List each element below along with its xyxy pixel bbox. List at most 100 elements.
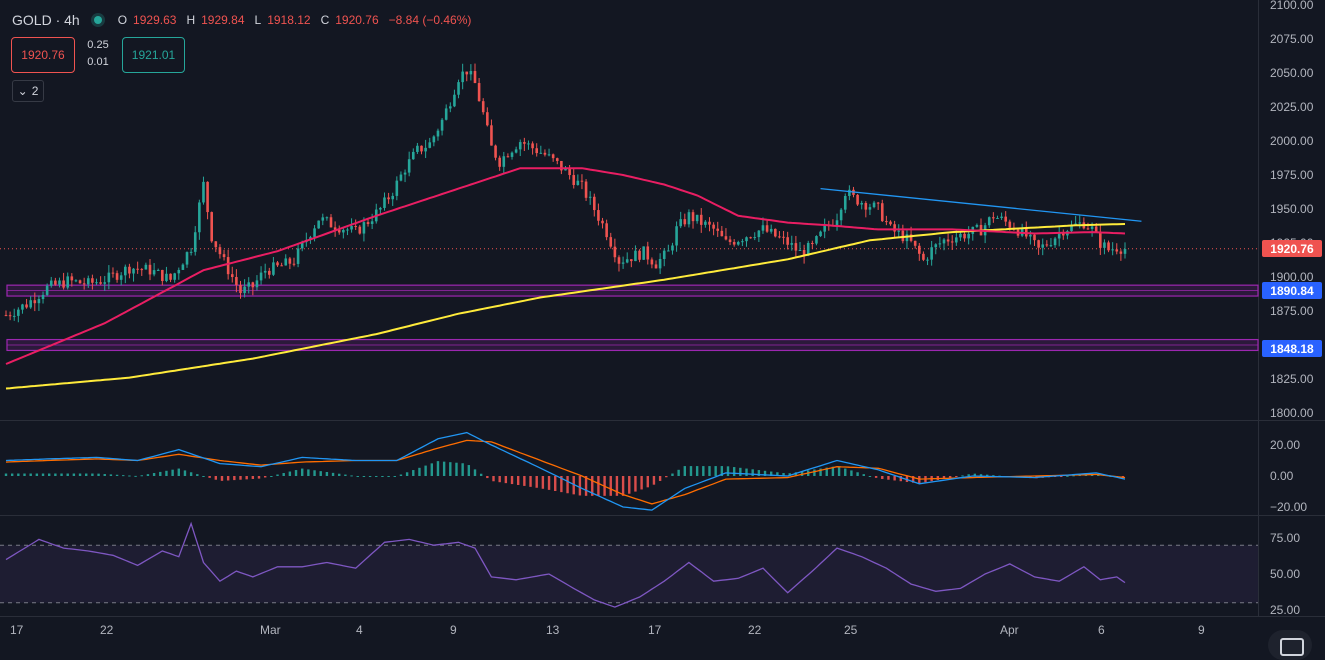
macd-histogram-bar: [634, 476, 637, 492]
macd-histogram-bar: [640, 476, 643, 490]
macd-histogram-bar: [449, 462, 452, 476]
price-tick-label: 1800.00: [1270, 406, 1314, 420]
candle-body: [1020, 227, 1024, 236]
candle-body: [263, 270, 267, 273]
macd-histogram-bar: [535, 476, 538, 488]
candle-body: [119, 275, 123, 280]
candle: [263, 263, 267, 279]
macd-histogram-bar: [177, 468, 180, 476]
candle: [136, 261, 139, 274]
chevron-down-icon: ⌄: [17, 84, 28, 98]
candle: [41, 291, 45, 304]
candle: [568, 165, 571, 180]
candle-body: [560, 160, 563, 171]
candle: [885, 215, 888, 226]
candle: [630, 259, 633, 268]
candle-body: [823, 225, 826, 232]
candle: [346, 227, 349, 236]
macd-histogram-bar: [819, 468, 822, 476]
candle: [1082, 217, 1086, 230]
candle-body: [679, 219, 682, 227]
candle: [1004, 211, 1007, 227]
candle-body: [8, 315, 12, 317]
candle-body: [144, 264, 148, 270]
macd-histogram-bar: [560, 476, 563, 493]
macd-histogram-bar: [615, 476, 619, 496]
candle-body: [132, 268, 135, 274]
candle: [823, 218, 826, 239]
candle-body: [1061, 232, 1065, 236]
candle: [716, 221, 720, 237]
candle-body: [634, 250, 637, 262]
screenshot-button[interactable]: [1268, 630, 1312, 660]
candle: [25, 298, 28, 309]
candle: [74, 279, 78, 283]
candle: [1074, 215, 1077, 226]
candle-body: [383, 197, 386, 208]
candle-body: [78, 280, 82, 284]
macd-histogram-bar: [294, 470, 298, 476]
candle-body: [189, 251, 193, 253]
candle-body: [251, 282, 255, 288]
candle-body: [177, 269, 181, 274]
candle: [70, 273, 74, 287]
macd-histogram-bar: [375, 476, 378, 477]
candle-body: [761, 225, 765, 231]
candle-body: [765, 225, 769, 232]
candle: [457, 79, 460, 99]
candle-body: [1024, 227, 1028, 237]
macd-histogram-bar: [325, 471, 329, 476]
candle-body: [346, 229, 349, 231]
indicators-toggle-button[interactable]: ⌄ 2: [12, 80, 44, 102]
candle-body: [230, 274, 234, 278]
candle: [555, 157, 559, 165]
sell-button[interactable]: 1920.76: [11, 37, 75, 73]
candle-body: [1037, 240, 1040, 248]
candle: [29, 296, 32, 309]
buy-button[interactable]: 1921.01: [122, 37, 185, 73]
candle-body: [926, 259, 929, 261]
candle: [169, 273, 172, 283]
time-tick-label: 17: [10, 623, 24, 637]
candle-body: [1099, 231, 1102, 248]
candle: [222, 249, 226, 261]
candle: [259, 266, 263, 285]
price-tick-label: 2050.00: [1270, 66, 1314, 80]
candle: [913, 240, 917, 249]
moving-averages: [5, 167, 1126, 390]
macd-histogram-bar: [436, 461, 440, 476]
candle-body: [477, 83, 481, 102]
candle-body: [811, 242, 814, 244]
macd-histogram-bar: [881, 476, 884, 479]
macd-histogram-bar: [788, 473, 791, 476]
candle: [605, 219, 608, 241]
candle-body: [45, 285, 49, 295]
candle: [753, 232, 757, 241]
candle: [1020, 223, 1024, 238]
macd-histogram-bar: [344, 474, 347, 476]
macd-histogram-bar: [498, 476, 501, 483]
candle-body: [1123, 249, 1127, 254]
macd-histogram-bar: [967, 474, 970, 476]
support-zones: [6, 284, 1259, 352]
candle: [461, 63, 464, 90]
candle: [802, 244, 806, 264]
candle-body: [778, 236, 781, 238]
candle: [848, 185, 851, 201]
macd-histogram-bar: [887, 476, 890, 480]
candle: [658, 253, 662, 275]
symbol-title[interactable]: GOLD · 4h: [12, 12, 80, 28]
candle: [107, 265, 111, 290]
candle-body: [37, 299, 41, 304]
candle-body: [753, 237, 757, 239]
candle: [193, 226, 197, 256]
candle-body: [506, 156, 510, 158]
macd-histogram-bar: [189, 472, 193, 476]
resistance-trendline: [820, 187, 1142, 222]
candle-body: [1090, 226, 1094, 229]
candle-body: [1045, 244, 1049, 246]
candle-body: [428, 142, 432, 148]
candle-body: [272, 262, 275, 275]
candle-body: [955, 237, 958, 243]
